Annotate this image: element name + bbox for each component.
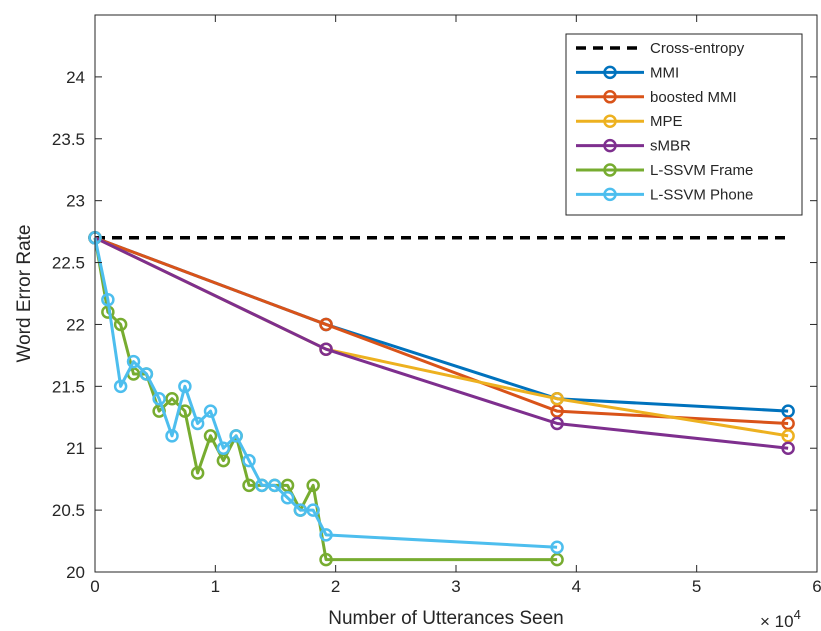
data-point	[280, 478, 295, 493]
data-point	[781, 429, 795, 443]
data-point	[216, 441, 231, 455]
data-point	[306, 478, 320, 493]
data-point	[190, 466, 205, 480]
data-point	[550, 540, 564, 554]
series-line	[94, 236, 789, 450]
x-tick-label: 3	[451, 577, 460, 596]
x-exponent-power: 4	[794, 607, 801, 622]
y-tick-label: 21	[66, 439, 85, 458]
data-point	[319, 552, 333, 567]
series-line	[93, 237, 558, 549]
x-tick-label: 6	[812, 577, 821, 596]
data-point	[113, 317, 128, 332]
data-point	[242, 453, 256, 468]
data-point	[190, 416, 205, 431]
legend-label: L-SSVM Phone	[650, 186, 753, 203]
data-point	[203, 429, 218, 443]
data-point	[267, 478, 282, 493]
data-point	[229, 429, 243, 443]
legend: Cross-entropy MMI boosted MMI MPE sMBR L-SSVM…	[565, 33, 803, 216]
x-exponent-base: × 10	[760, 612, 794, 631]
x-tick-label: 5	[692, 577, 701, 596]
legend-item: sMBR	[576, 138, 691, 155]
legend-item: MMI	[576, 64, 679, 81]
data-point	[319, 342, 333, 356]
data-point	[306, 503, 320, 517]
y-tick-label: 21.5	[52, 377, 85, 396]
x-axis-title: Number of Utterances Seen	[328, 608, 564, 629]
data-point	[113, 379, 128, 394]
data-point	[319, 528, 333, 542]
x-axis-exponent-label: × 104	[760, 607, 801, 631]
legend-label: Cross-entropy	[650, 40, 745, 57]
legend-marker	[603, 114, 617, 128]
x-tick-label: 0	[90, 577, 99, 596]
legend-label: sMBR	[650, 138, 691, 155]
y-tick-label: 24	[66, 68, 85, 87]
data-point	[152, 391, 166, 406]
legend-item: MPE	[576, 113, 683, 130]
data-point	[550, 416, 564, 431]
data-point	[255, 478, 269, 493]
data-point	[165, 429, 179, 443]
y-tick-label: 22.5	[52, 254, 85, 273]
data-point	[101, 292, 115, 307]
data-point	[550, 391, 564, 406]
legend-label: boosted MMI	[650, 89, 737, 106]
x-tick-label: 4	[572, 577, 581, 596]
y-tick-label: 20.5	[52, 501, 85, 520]
series-layer	[88, 231, 795, 567]
data-point	[280, 490, 295, 505]
legend-label: MMI	[650, 64, 679, 81]
data-point	[126, 354, 141, 369]
legend-label: MPE	[650, 113, 683, 130]
data-point	[178, 379, 192, 394]
data-point	[165, 391, 179, 406]
data-point	[216, 453, 231, 468]
x-tick-label: 1	[211, 577, 220, 596]
legend-item: L-SSVM Frame	[576, 162, 753, 179]
legend-marker	[603, 138, 617, 153]
y-tick-label: 22	[66, 315, 85, 334]
x-tick-label: 2	[331, 577, 340, 596]
legend-marker	[603, 90, 617, 104]
legend-marker	[603, 65, 617, 80]
legend-marker	[603, 187, 617, 202]
y-tick-label: 23	[66, 192, 85, 211]
y-tick-label: 20	[66, 563, 85, 582]
data-point	[781, 416, 795, 431]
legend-marker	[603, 163, 617, 177]
data-point	[242, 478, 256, 493]
series-l-ssvm-phone	[88, 231, 564, 554]
data-point	[550, 552, 564, 567]
legend-label: L-SSVM Frame	[650, 162, 753, 179]
data-point	[139, 367, 154, 381]
legend-item: boosted MMI	[576, 89, 737, 106]
legend-item: L-SSVM Phone	[576, 186, 753, 203]
data-point	[781, 404, 795, 418]
data-point	[550, 404, 564, 418]
y-axis-title: Word Error Rate	[14, 225, 35, 363]
data-point	[293, 503, 308, 517]
data-point	[203, 404, 218, 418]
data-point	[781, 441, 795, 455]
legend-item: Cross-entropy	[576, 40, 745, 57]
y-tick-label: 23.5	[52, 130, 85, 149]
data-point	[319, 317, 333, 332]
